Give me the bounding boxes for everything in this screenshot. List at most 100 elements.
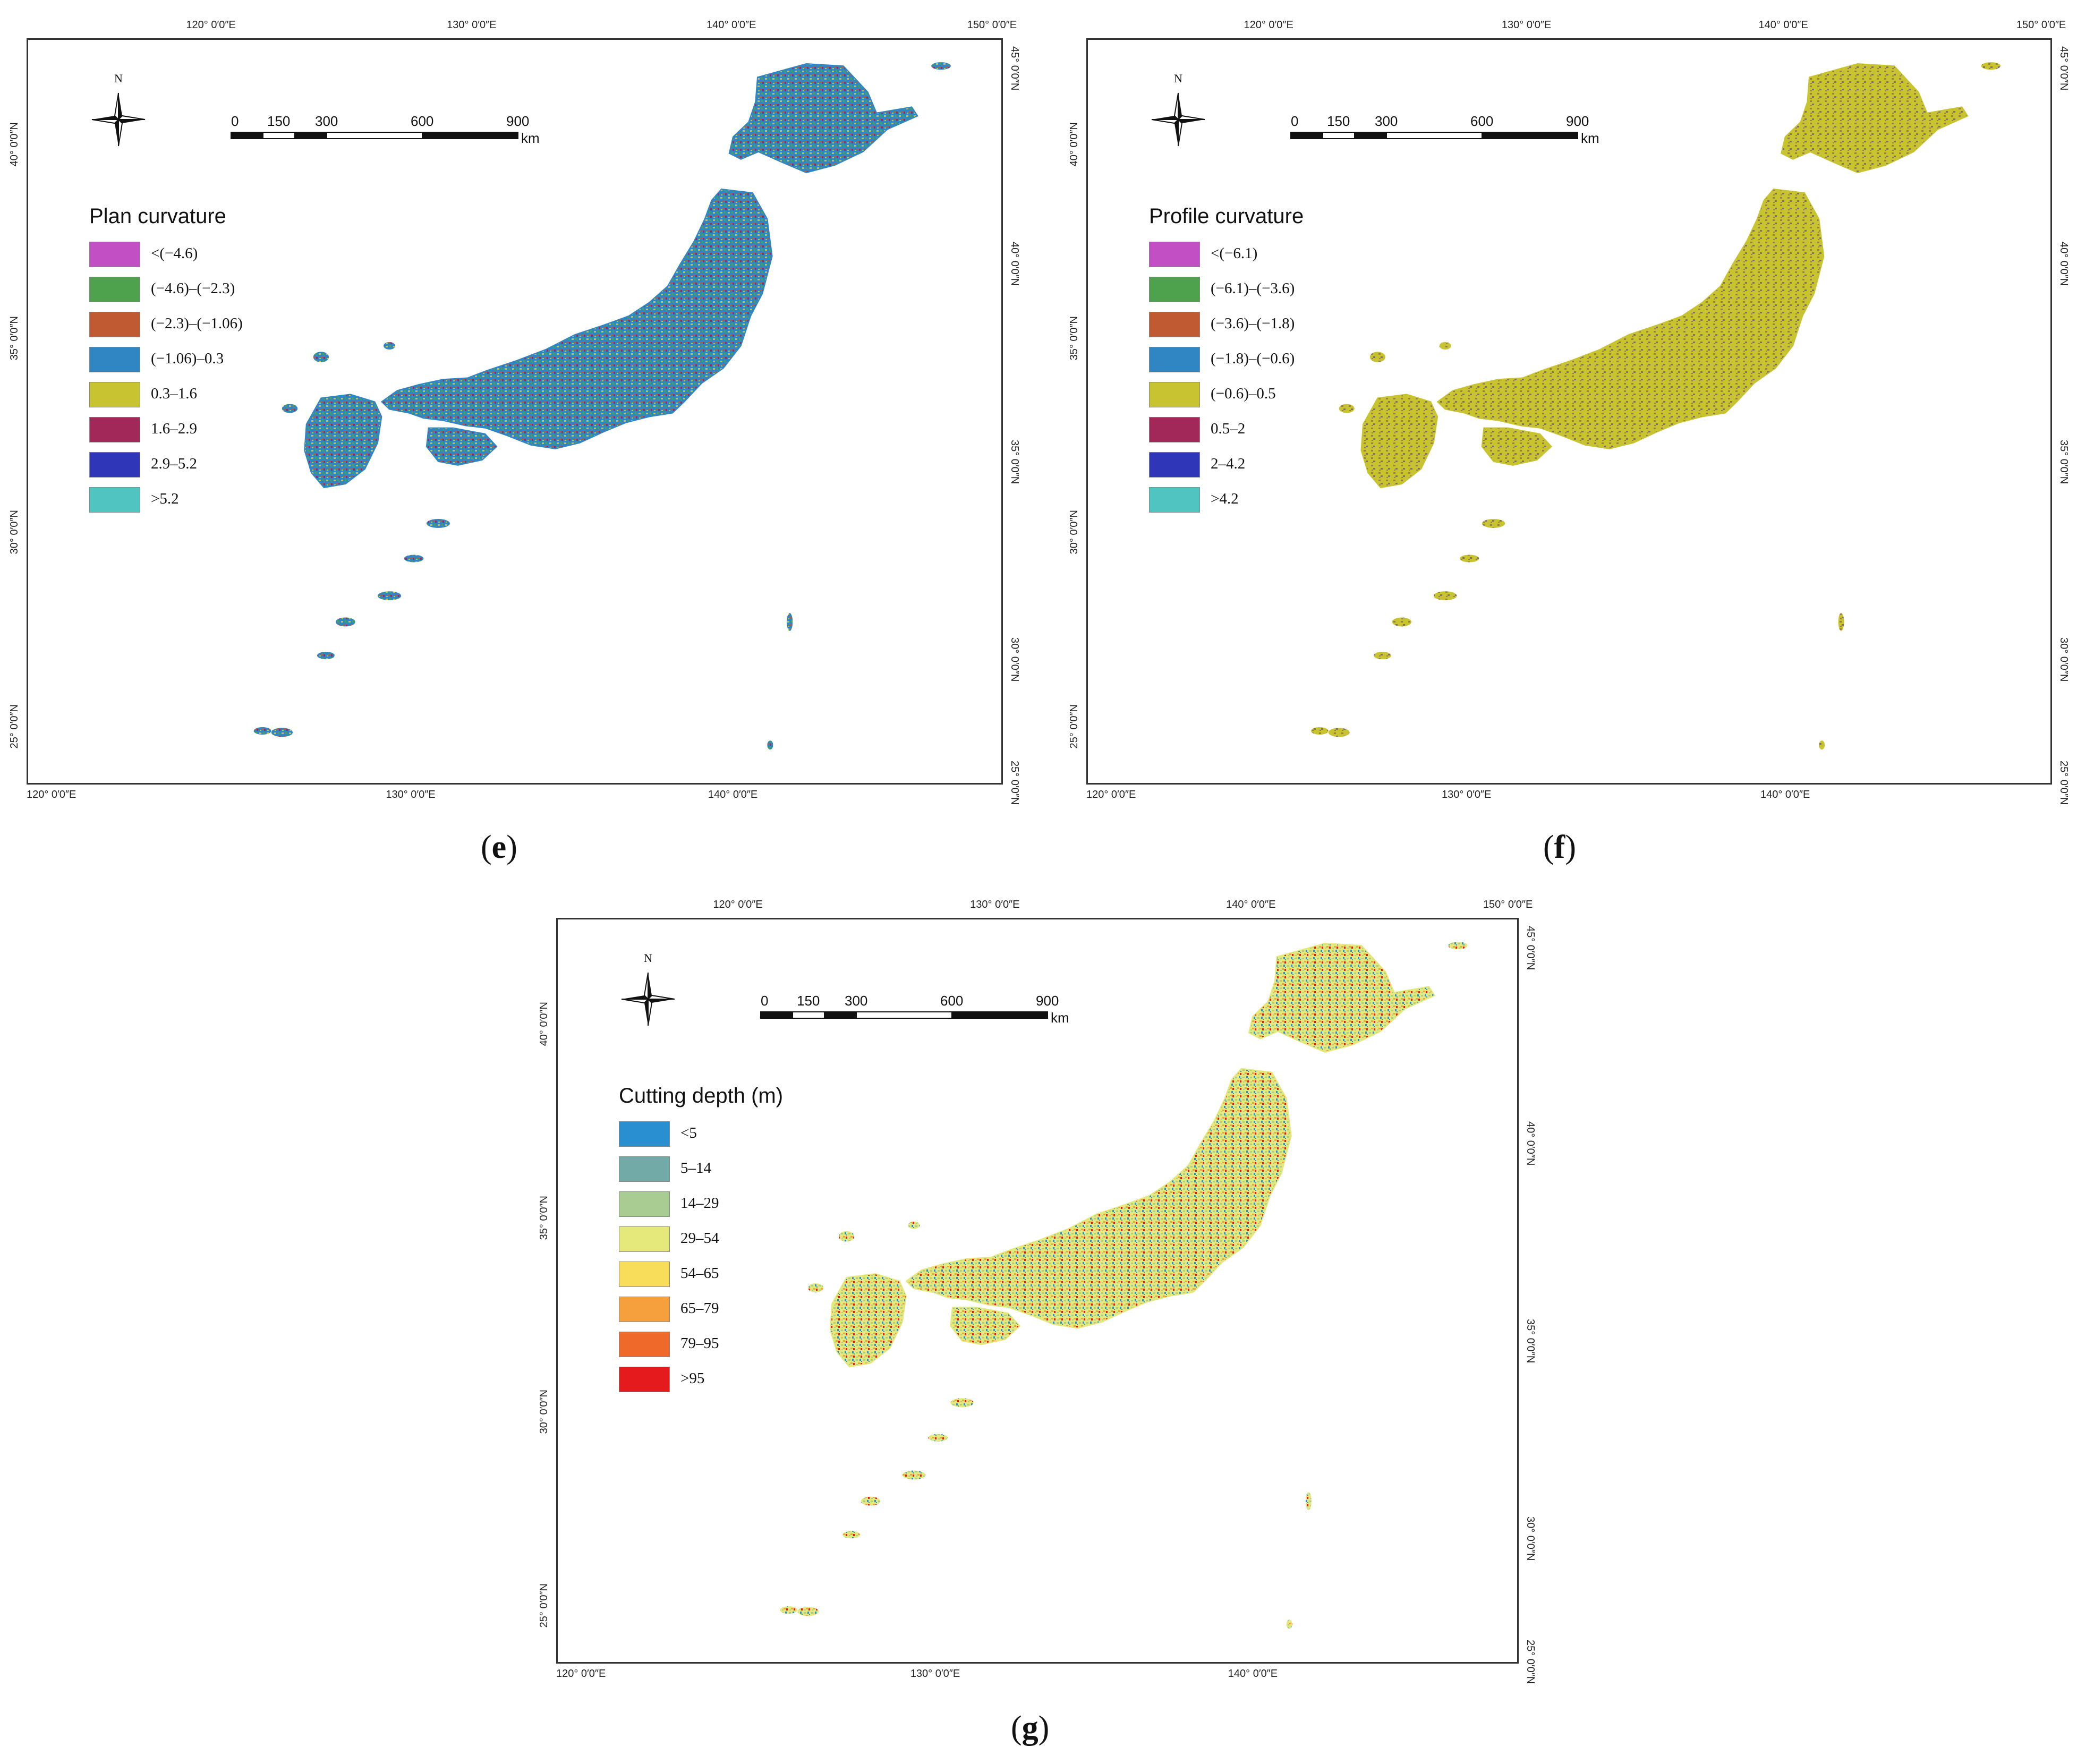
legend-swatch bbox=[1149, 487, 1200, 513]
small-island bbox=[253, 727, 271, 735]
scale-bar-graphic bbox=[231, 132, 518, 139]
lat-tick-right: 40° 0′0″N bbox=[2058, 242, 2070, 286]
scale-tick-label: 300 bbox=[845, 993, 868, 1009]
small-island bbox=[1439, 342, 1451, 350]
lat-tick-right: 35° 0′0″N bbox=[2058, 439, 2070, 484]
island-honshu bbox=[380, 188, 773, 449]
small-island bbox=[787, 613, 793, 631]
legend-label: (−0.6)–0.5 bbox=[1211, 385, 1276, 402]
legend-label: >4.2 bbox=[1211, 490, 1239, 507]
map-panel-f: N 0 150 300 600 900 km Profile curvature <(−6… bbox=[1068, 19, 2070, 805]
island-hokkaido bbox=[728, 63, 918, 174]
japan-landmass bbox=[253, 62, 951, 750]
legend-swatch bbox=[619, 1156, 670, 1182]
small-island bbox=[1777, 329, 1789, 347]
small-island bbox=[861, 1496, 881, 1506]
legend-swatch bbox=[619, 1297, 670, 1322]
legend-label: <5 bbox=[680, 1124, 697, 1141]
lon-tick-top: 150° 0′0″E bbox=[967, 19, 1017, 31]
small-island bbox=[1374, 652, 1391, 660]
lat-tick-right: 30° 0′0″N bbox=[1525, 1516, 1536, 1561]
small-island bbox=[1392, 617, 1412, 627]
lon-tick-top: 120° 0′0″E bbox=[1244, 19, 1293, 31]
scale-tick-label: 600 bbox=[1470, 113, 1494, 129]
legend-label: <(−6.1) bbox=[1211, 245, 1258, 262]
small-island bbox=[384, 342, 396, 350]
scale-segment bbox=[231, 132, 263, 139]
legend-label: 0.5–2 bbox=[1211, 420, 1246, 437]
island-honshu bbox=[905, 1068, 1292, 1329]
lat-tick-right: 40° 0′0″N bbox=[1525, 1121, 1536, 1166]
small-island bbox=[808, 1283, 824, 1292]
small-island bbox=[1286, 1620, 1292, 1629]
small-island bbox=[842, 1531, 860, 1539]
lat-tick-right: 25° 0′0″N bbox=[2058, 760, 2070, 805]
compass-rose-icon bbox=[621, 972, 675, 1026]
small-island bbox=[1245, 1208, 1257, 1227]
small-island bbox=[1310, 727, 1329, 735]
small-island bbox=[1305, 1492, 1312, 1510]
lat-tick-left: 35° 0′0″N bbox=[1068, 316, 1080, 361]
small-island bbox=[1448, 942, 1468, 950]
small-island bbox=[1459, 555, 1479, 563]
lon-tick-top: 140° 0′0″E bbox=[1758, 19, 1808, 31]
compass-rose-icon bbox=[1151, 92, 1205, 147]
lon-tick-bottom: 130° 0′0″E bbox=[910, 1668, 960, 1680]
north-label: N bbox=[114, 72, 123, 85]
legend-swatch bbox=[89, 487, 140, 513]
legend-swatch bbox=[1149, 417, 1200, 442]
legend-swatch bbox=[619, 1262, 670, 1287]
lon-tick-top: 120° 0′0″E bbox=[186, 19, 236, 31]
small-island bbox=[767, 740, 773, 750]
island-shikoku bbox=[1481, 427, 1553, 466]
caption-g: (g) bbox=[1011, 1710, 1050, 1746]
scale-tick-label: 900 bbox=[506, 113, 530, 129]
lat-tick-right: 40° 0′0″N bbox=[1009, 242, 1020, 286]
legend-swatch bbox=[1149, 347, 1200, 372]
lon-tick-top: 120° 0′0″E bbox=[713, 899, 763, 910]
small-island bbox=[426, 519, 450, 528]
map-frame: N 0 150 300 600 900 km Profile curvature <(−6… bbox=[1086, 38, 2052, 785]
compass-rose-icon bbox=[91, 92, 146, 147]
legend-swatch bbox=[89, 242, 140, 267]
legend-title: Profile curvature bbox=[1149, 204, 1304, 228]
caption-e: (e) bbox=[481, 829, 517, 865]
legend-swatch bbox=[619, 1121, 670, 1147]
lon-tick-top: 130° 0′0″E bbox=[447, 19, 497, 31]
legend-swatch bbox=[619, 1226, 670, 1252]
small-island bbox=[1819, 740, 1825, 750]
scale-tick-label: 300 bbox=[315, 113, 338, 129]
scale-segment bbox=[1386, 132, 1483, 139]
legend-swatch bbox=[89, 277, 140, 302]
legend-title: Cutting depth (m) bbox=[619, 1084, 784, 1107]
legend-label: 1.6–2.9 bbox=[151, 420, 197, 437]
small-island bbox=[1328, 728, 1350, 737]
legend-label: (−4.6)–(−2.3) bbox=[151, 280, 235, 297]
small-island bbox=[271, 728, 293, 737]
map-panel-e: N 0 150 300 600 900 km Plan curvature <(−4.6)… bbox=[8, 19, 1020, 805]
lat-tick-right: 35° 0′0″N bbox=[1009, 439, 1020, 484]
small-island bbox=[1838, 613, 1844, 631]
small-island bbox=[1369, 352, 1385, 362]
scale-segment bbox=[824, 1011, 857, 1019]
scale-tick-label: 0 bbox=[231, 113, 239, 129]
caption-f: (f) bbox=[1543, 829, 1576, 865]
legend-label: (−1.8)–(−0.6) bbox=[1211, 350, 1295, 367]
lat-tick-left: 25° 0′0″N bbox=[8, 704, 20, 748]
lat-tick-left: 40° 0′0″N bbox=[538, 1001, 550, 1046]
legend-swatch bbox=[619, 1332, 670, 1357]
scale-segment bbox=[1354, 132, 1387, 139]
scale-tick-label: 600 bbox=[940, 993, 964, 1009]
scale-bar-graphic bbox=[760, 1011, 1048, 1019]
scale-segment bbox=[294, 132, 327, 139]
legend-swatch bbox=[1149, 242, 1200, 267]
lat-tick-left: 40° 0′0″N bbox=[1068, 122, 1080, 167]
island-shikoku bbox=[425, 427, 498, 466]
small-island bbox=[313, 352, 329, 362]
small-island bbox=[780, 1606, 798, 1614]
legend-label: (−3.6)–(−1.8) bbox=[1211, 315, 1295, 332]
lon-tick-top: 150° 0′0″E bbox=[1483, 899, 1533, 910]
legend-swatch bbox=[619, 1367, 670, 1392]
island-hokkaido bbox=[1781, 63, 1969, 174]
legend-label: >5.2 bbox=[151, 490, 179, 507]
